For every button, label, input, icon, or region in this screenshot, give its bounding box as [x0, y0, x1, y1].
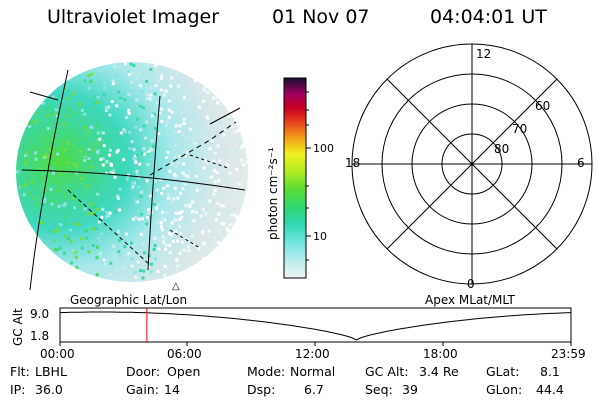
glat-label: GLat: [486, 364, 520, 379]
flt-value: LBHL [35, 364, 67, 379]
longitude-line-west [29, 69, 69, 291]
sun-marker: △ [172, 281, 180, 292]
door-label: Door: [126, 364, 161, 379]
coast-segment [29, 91, 59, 101]
time-label: 04:04:01 UT [430, 6, 547, 28]
mlt-label-18: 18 [345, 156, 360, 170]
mode-value: Normal [290, 364, 336, 379]
glon-label: GLon: [486, 382, 523, 397]
mode-label: Mode: [247, 364, 286, 379]
dsp-label: Dsp: [247, 382, 276, 397]
x-tick-0000: 00:00 [40, 347, 75, 361]
latitude-line [21, 169, 246, 191]
geographic-label: Geographic Lat/Lon [70, 293, 187, 307]
dsp-value: 6.7 [304, 382, 324, 397]
date-label: 01 Nov 07 [272, 6, 370, 28]
geographic-grid [21, 69, 246, 291]
colorbar-gradient [283, 77, 307, 279]
alt-tick-low: 1.8 [30, 329, 49, 343]
lat-label-60: 60 [535, 99, 550, 113]
colorbar: 100 10 photon cm⁻²s⁻¹ [266, 77, 334, 279]
gcalt-value: 3.4 Re [419, 364, 459, 379]
polar-plot [351, 43, 593, 285]
x-tick-0600: 06:00 [167, 347, 202, 361]
mlt-label-0: 0 [467, 277, 475, 291]
seq-value: 39 [402, 382, 418, 397]
door-value: Open [167, 364, 201, 379]
flt-label: Flt: [10, 364, 30, 379]
apex-label: Apex MLat/MLT [425, 293, 515, 307]
uv-disk [16, 62, 248, 282]
colorbar-unit-label: photon cm⁻²s⁻¹ [266, 147, 280, 240]
gcalt-label: GC Alt: [365, 364, 409, 379]
altitude-plot-frame [59, 307, 572, 343]
x-tick-2359: 23:59 [551, 347, 586, 361]
altitude-axis-label: GC Alt [11, 308, 25, 346]
coast-dashed-2 [149, 121, 237, 176]
lat-label-70: 70 [512, 122, 527, 136]
alt-tick-high: 9.0 [30, 307, 49, 321]
polar-labels: 12 18 6 0 60 70 80 [345, 47, 585, 291]
colorbar-label-10: 10 [313, 230, 327, 243]
glat-value: 8.1 [540, 364, 560, 379]
altitude-curve [59, 311, 572, 341]
coast-dashed-3 [189, 154, 229, 169]
coast-dashed [67, 189, 151, 266]
gain-label: Gain: [126, 382, 159, 397]
seq-label: Seq: [365, 382, 393, 397]
lat-label-80: 80 [494, 142, 509, 156]
instrument-title: Ultraviolet Imager [47, 6, 220, 28]
x-tick-1200: 12:00 [295, 347, 330, 361]
polar-diag-2 [386, 78, 558, 250]
ip-value: 36.0 [35, 382, 63, 397]
mlt-label-12: 12 [476, 47, 491, 61]
colorbar-label-100: 100 [313, 142, 334, 155]
gain-value: 14 [164, 382, 180, 397]
coast-segment-2 [209, 107, 241, 125]
longitude-line-east [147, 95, 161, 271]
x-tick-1800: 18:00 [423, 347, 458, 361]
ip-label: IP: [10, 382, 26, 397]
mlt-label-6: 6 [577, 156, 585, 170]
altitude-plot: GC Alt 9.0 1.8 00:00 06:00 12:00 18:00 2… [11, 307, 586, 361]
uv-image: △ [16, 62, 248, 292]
glon-value: 44.4 [536, 382, 564, 397]
